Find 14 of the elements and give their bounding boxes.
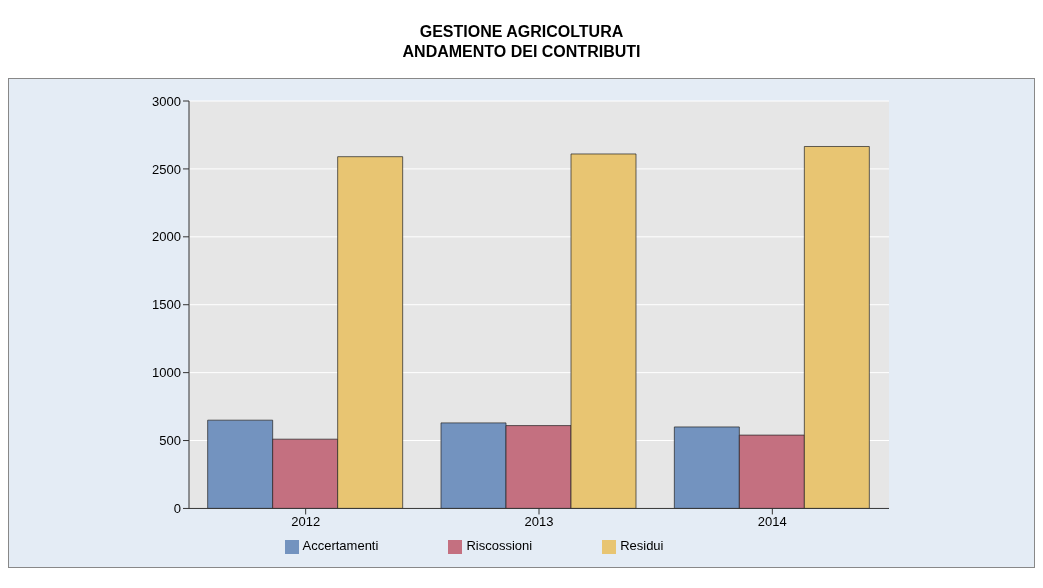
y-tick-label: 2000 (152, 229, 181, 245)
legend-label: Residui (620, 538, 664, 554)
y-tick-label: 0 (173, 501, 181, 517)
x-tick-label: 2014 (757, 513, 787, 529)
legend-label: Accertamenti (302, 538, 379, 554)
x-tick-label: 2012 (291, 513, 321, 529)
y-tick-label: 3000 (152, 93, 181, 109)
x-tick-label: 2013 (524, 513, 554, 529)
y-tick-label: 1500 (152, 297, 181, 313)
y-tick-label: 500 (159, 433, 181, 449)
y-tick-label: 1000 (152, 365, 181, 381)
y-tick-label: 2500 (152, 161, 181, 177)
legend-label: Riscossioni (466, 538, 533, 554)
chart-title: GESTIONE AGRICOLTURA ANDAMENTO DEI CONTRIBUTI (401, 22, 642, 62)
